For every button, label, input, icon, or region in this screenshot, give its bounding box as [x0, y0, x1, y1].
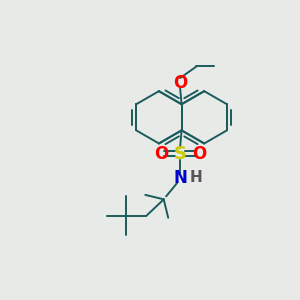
Text: S: S: [174, 145, 187, 163]
Text: O: O: [192, 145, 206, 163]
Text: O: O: [154, 145, 168, 163]
Text: O: O: [173, 74, 187, 92]
Text: N: N: [173, 169, 187, 187]
Text: H: H: [189, 170, 202, 185]
